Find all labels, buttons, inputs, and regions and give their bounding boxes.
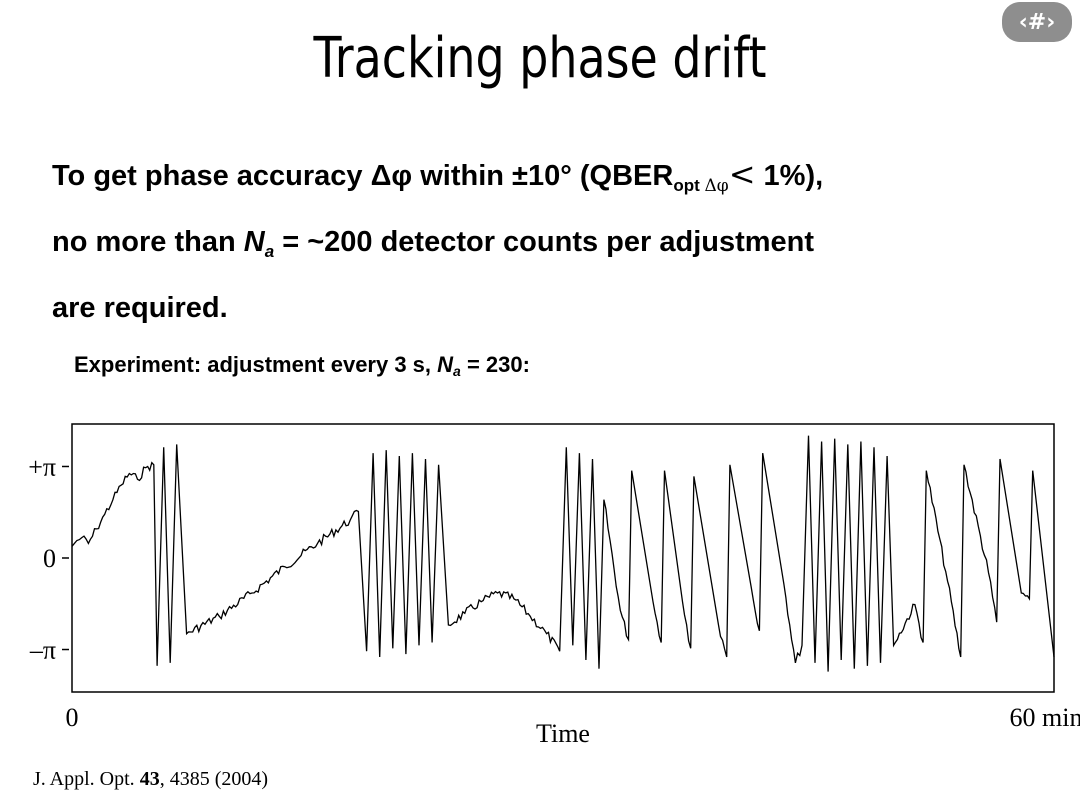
body-text: To get phase accuracy Δφ within ±10° (QB… [52, 146, 1062, 336]
x-axis-label: Time [536, 719, 590, 748]
x-tick-label: 0 [66, 703, 79, 732]
slide-title: Tracking phase drift [313, 26, 767, 91]
x-tick-label: 60 min [1010, 703, 1080, 732]
plot-frame [71, 423, 1055, 693]
body-line-1: To get phase accuracy Δφ within ±10° (QB… [52, 155, 824, 196]
slide-number-badge: ‹#› [1002, 2, 1072, 42]
phase-series-line [71, 435, 1055, 672]
y-tick-label: 0 [43, 544, 56, 573]
experiment-caption: Experiment: adjustment every 3 s, Na = 2… [74, 352, 530, 379]
y-tick-label: +π [28, 452, 56, 481]
citation: J. Appl. Opt. 43, 4385 (2004) [33, 768, 269, 790]
body-line-3: are required. [52, 292, 228, 324]
body-line-2: no more than Na = ~200 detector counts p… [52, 226, 815, 261]
y-tick-label: –π [29, 636, 56, 665]
